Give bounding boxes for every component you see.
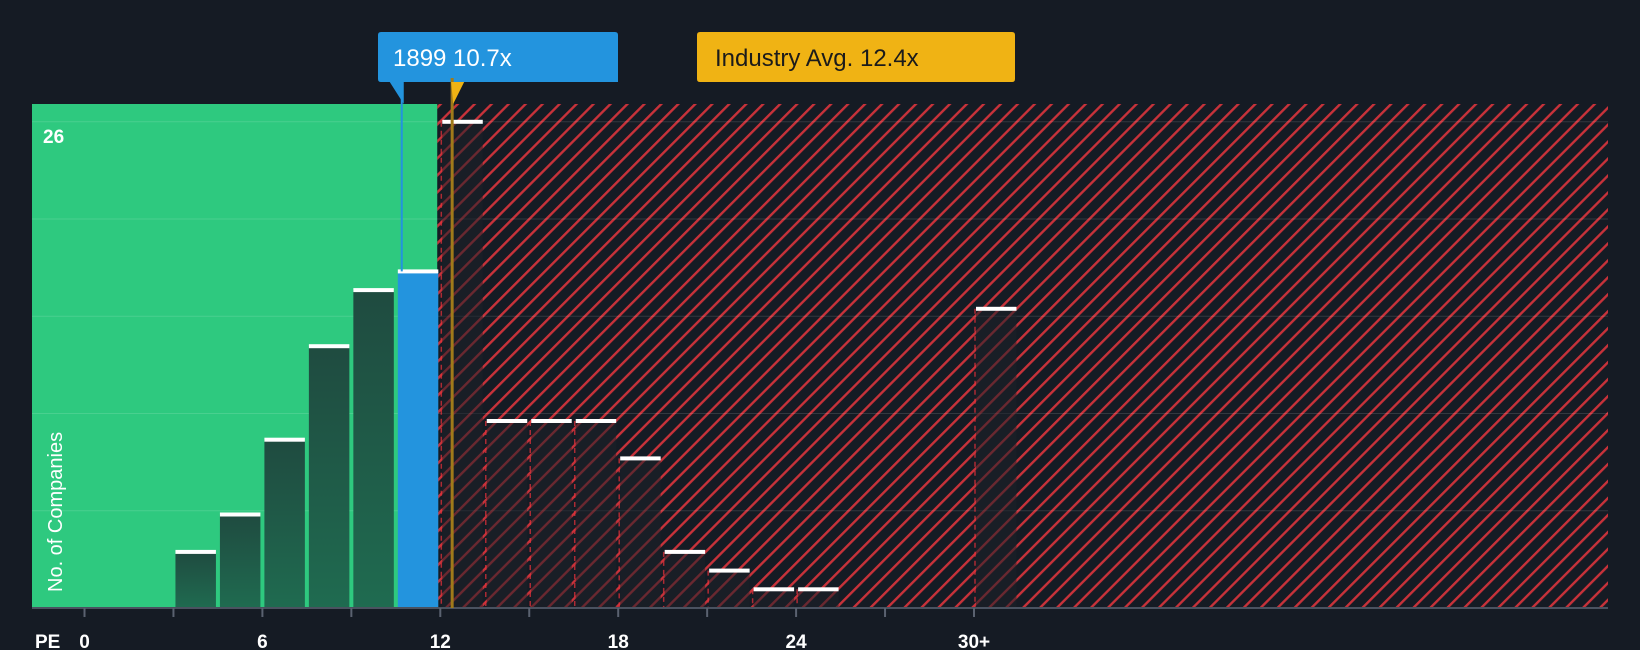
bar — [175, 551, 216, 608]
x-tick-label: 6 — [257, 632, 268, 650]
bar-cap — [753, 587, 795, 592]
bar — [397, 271, 439, 608]
bar — [798, 589, 839, 608]
bar — [620, 458, 661, 608]
bar — [442, 121, 483, 609]
x-tick-label: 12 — [430, 632, 451, 650]
bar — [264, 439, 305, 608]
bar-cap — [308, 344, 350, 349]
bar-cap — [531, 419, 572, 423]
x-axis-ticks: 0 6 12 18 24 30+ — [79, 608, 990, 650]
bar-cap — [486, 419, 528, 423]
bar-cap — [798, 587, 839, 592]
bar — [219, 514, 261, 608]
bar — [531, 421, 572, 608]
bar — [753, 589, 795, 608]
bar — [353, 290, 394, 608]
bar-cap — [575, 419, 617, 423]
bar-cap — [664, 549, 706, 554]
y-top-label: 26 — [43, 127, 64, 148]
bar-cap — [397, 269, 439, 274]
industry-marker: Industry Avg. 12.4x — [450, 32, 1015, 608]
bar — [308, 346, 350, 608]
industry-callout — [451, 32, 1015, 104]
x-tick-label: 24 — [786, 632, 808, 650]
bar — [664, 551, 706, 608]
company-callout — [378, 32, 618, 104]
industry-callout-label: Industry Avg. 12.4x — [715, 45, 919, 72]
bar — [486, 421, 528, 608]
company-callout-label: 1899 10.7x — [393, 45, 512, 72]
bar-cap — [709, 568, 750, 573]
x-axis-title: PE — [35, 632, 60, 650]
bar-cap — [264, 437, 305, 442]
bar-cap — [620, 456, 661, 461]
bar — [709, 570, 750, 608]
histogram-bars — [175, 119, 1017, 609]
bar-cap — [353, 288, 394, 293]
bar-cap — [219, 512, 261, 517]
bar-cap — [442, 119, 483, 124]
bar — [575, 421, 617, 608]
bar-cap — [175, 549, 216, 554]
x-tick-label: 18 — [608, 632, 629, 650]
bar — [976, 308, 1017, 608]
company-marker: 1899 10.7x — [378, 32, 618, 272]
bar-cap — [976, 306, 1017, 311]
y-axis-title: No. of Companies — [45, 432, 67, 592]
x-tick-label: 0 — [79, 632, 90, 650]
x-tick-label: 30+ — [958, 632, 990, 650]
